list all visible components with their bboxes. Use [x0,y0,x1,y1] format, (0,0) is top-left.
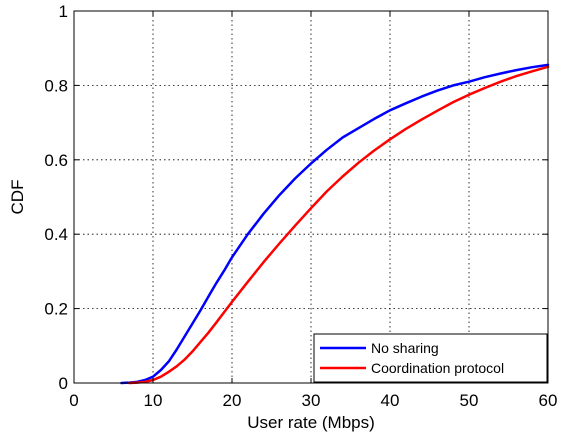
axis-ticks: 0 10 20 30 40 50 60 0 0.2 0.4 0.6 0.8 1 [44,2,557,410]
x-tick-label: 30 [302,391,321,410]
legend-box [313,333,548,383]
series-lines [120,63,550,385]
grid-lines [74,11,548,383]
y-tick-label: 0.6 [44,151,68,170]
y-tick-label: 1 [59,2,68,21]
x-axis-label: User rate (Mbps) [247,413,375,432]
legend-label-coordination-protocol: Coordination protocol [371,360,504,376]
x-tick-label: 0 [69,391,78,410]
y-tick-label: 0.2 [44,300,68,319]
y-tick-label: 0 [59,374,68,393]
x-tick-label: 40 [381,391,400,410]
x-tick-label: 60 [539,391,558,410]
series-line-coordination-protocol [128,65,550,385]
y-axis-label: CDF [8,180,27,215]
x-tick-label: 50 [460,391,479,410]
legend-label-no-sharing: No sharing [371,340,439,356]
y-tick-label: 0.8 [44,76,68,95]
x-tick-label: 20 [223,391,242,410]
series-line-no-sharing [120,63,550,385]
legend: No sharing Coordination protocol [313,333,548,383]
y-tick-label: 0.4 [44,225,68,244]
x-tick-label: 10 [144,391,163,410]
